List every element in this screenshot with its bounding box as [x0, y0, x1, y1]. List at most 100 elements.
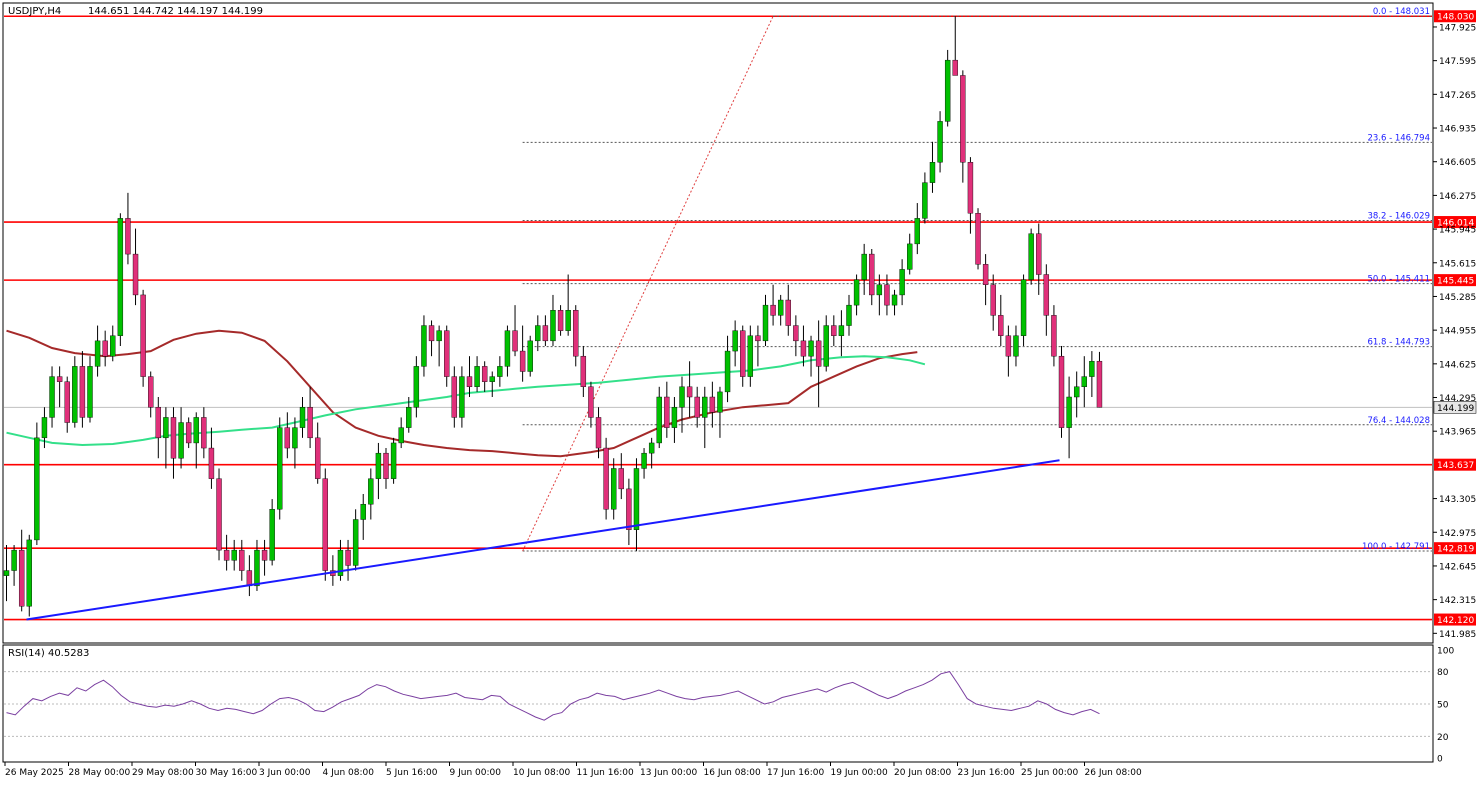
candle-body	[299, 407, 306, 428]
candle	[125, 192, 131, 265]
fib-level-label: 76.4 - 144.028	[1367, 416, 1430, 426]
rsi-tick-label: 50	[1437, 701, 1449, 711]
candle	[64, 376, 70, 433]
candle-body	[557, 310, 564, 331]
candle-body	[891, 294, 898, 306]
candle-body	[56, 376, 63, 382]
candle-body	[595, 417, 602, 449]
candle-body	[64, 381, 70, 423]
candle	[163, 407, 169, 469]
candle-body	[421, 325, 427, 367]
candle	[413, 356, 420, 418]
candle-body	[770, 304, 776, 316]
candle	[1058, 345, 1065, 438]
price-tick-label: 142.975	[1439, 529, 1476, 539]
time-tick-label: 30 May 16:00	[196, 768, 258, 778]
candle	[884, 274, 890, 316]
candle-body	[1013, 335, 1019, 357]
time-tick-label: 13 Jun 00:00	[640, 768, 697, 778]
candle-body	[428, 325, 435, 342]
candle	[1066, 376, 1072, 459]
candle-body	[383, 452, 389, 479]
candle-body	[18, 549, 25, 607]
candle	[535, 315, 541, 352]
candle	[428, 320, 435, 357]
candle-body	[952, 59, 958, 76]
candle	[277, 417, 283, 520]
candle-body	[747, 335, 754, 377]
candle-body	[26, 539, 32, 607]
candle	[937, 111, 943, 173]
candle	[79, 351, 86, 428]
candle-body	[307, 407, 313, 439]
candle-body	[277, 427, 283, 510]
time-tick-label: 17 Jun 16:00	[767, 768, 824, 778]
candle-body	[1073, 386, 1080, 398]
candle	[117, 213, 124, 346]
level-price-badge	[1434, 216, 1476, 229]
candle	[747, 325, 754, 387]
candle	[1043, 264, 1050, 336]
candle-body	[459, 376, 465, 418]
candle	[519, 325, 526, 382]
candle-body	[406, 407, 412, 428]
candle	[170, 407, 177, 479]
candle-body	[527, 340, 533, 372]
candle-body	[1036, 233, 1042, 275]
candle	[580, 345, 587, 398]
candle	[907, 233, 913, 275]
candle	[231, 539, 237, 571]
candle	[633, 458, 640, 552]
level-price-label: 148.030	[1437, 13, 1474, 23]
candle	[314, 422, 321, 484]
candle-body	[519, 350, 526, 372]
price-tick-label: 146.275	[1439, 192, 1476, 202]
candle-body	[512, 330, 518, 352]
candle-body	[436, 330, 442, 342]
candle	[527, 335, 533, 377]
candle	[793, 315, 799, 357]
candle	[740, 325, 746, 387]
candle-body	[648, 442, 655, 454]
current-price-badge	[1433, 401, 1477, 414]
candle	[299, 397, 306, 438]
candle	[110, 325, 116, 362]
candle	[542, 315, 549, 346]
candle	[208, 427, 215, 489]
price-tick-label: 144.295	[1439, 394, 1476, 404]
candle	[686, 361, 693, 418]
candle-body	[345, 549, 351, 566]
candle-body	[960, 75, 966, 163]
candle-body	[284, 427, 291, 449]
candle-body	[732, 330, 738, 352]
candle	[823, 315, 829, 372]
candle	[618, 453, 624, 500]
candle	[132, 228, 139, 306]
candle-body	[368, 478, 374, 505]
candle-body	[914, 218, 920, 245]
candle	[838, 310, 845, 357]
candle-body	[565, 310, 571, 331]
candle	[891, 289, 898, 316]
price-tick-label: 142.645	[1439, 562, 1476, 572]
ascending-trendline	[26, 459, 1060, 621]
price-tick-label: 146.605	[1439, 158, 1476, 168]
level-price-badge	[1434, 542, 1476, 555]
candle-body	[588, 386, 594, 418]
candle-body	[815, 340, 822, 367]
candle-body	[542, 325, 549, 342]
time-tick-label: 9 Jun 00:00	[450, 768, 502, 778]
candle	[967, 157, 974, 234]
level-price-label: 145.445	[1437, 277, 1474, 287]
candle-body	[390, 442, 397, 479]
candle	[656, 386, 662, 449]
candle-body	[1089, 361, 1095, 377]
candle	[944, 49, 951, 127]
candle	[960, 70, 966, 183]
candle	[481, 361, 488, 392]
fib-level-label: 50.0 - 145.411	[1367, 275, 1430, 285]
level-price-badge	[1434, 613, 1476, 626]
candle-body	[641, 452, 647, 469]
candle	[459, 366, 465, 428]
candle-body	[550, 310, 556, 342]
